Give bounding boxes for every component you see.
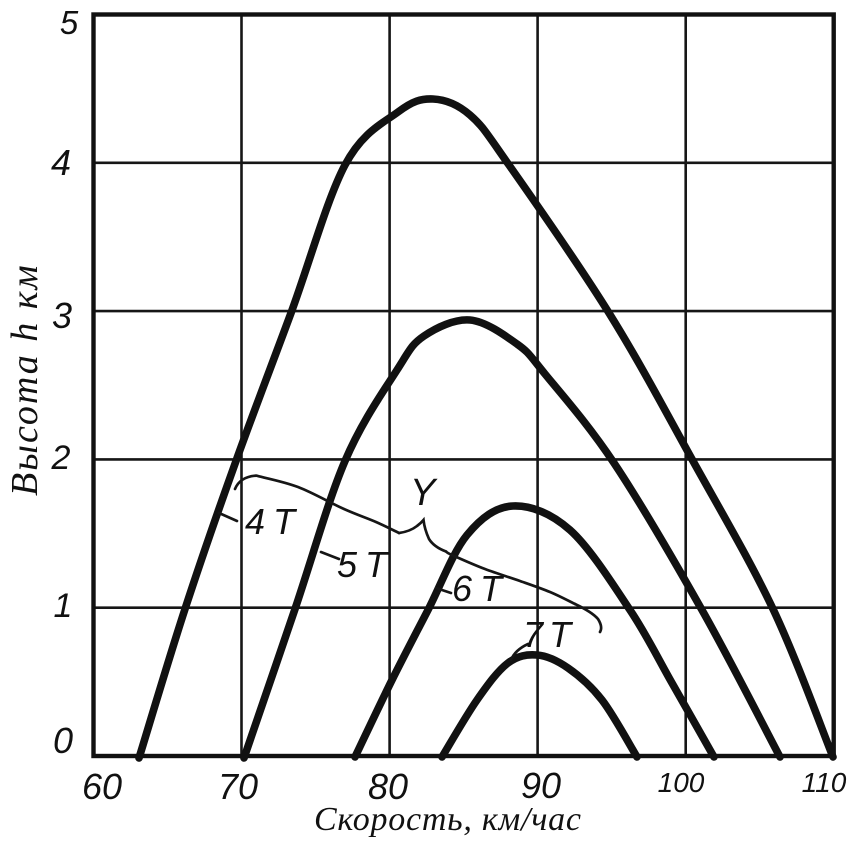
svg-text:70: 70 — [218, 766, 258, 807]
svg-text:110: 110 — [802, 767, 847, 798]
svg-text:5: 5 — [60, 4, 79, 41]
svg-text:6T: 6T — [452, 568, 510, 609]
svg-text:3: 3 — [52, 295, 72, 336]
svg-text:0: 0 — [53, 720, 73, 761]
svg-text:4: 4 — [51, 142, 71, 183]
svg-text:90: 90 — [521, 765, 561, 806]
svg-text:1: 1 — [54, 587, 73, 625]
svg-text:100: 100 — [658, 767, 705, 798]
svg-text:4T: 4T — [245, 501, 303, 542]
svg-text:5T: 5T — [337, 544, 395, 585]
svg-text:2: 2 — [51, 439, 71, 477]
svg-text:Y: Y — [410, 472, 438, 514]
svg-text:Высота h км: Высота h км — [4, 263, 46, 496]
svg-text:Скорость, км/час: Скорость, км/час — [314, 801, 582, 838]
svg-text:60: 60 — [82, 766, 122, 807]
svg-text:80: 80 — [368, 766, 408, 807]
svg-text:7T: 7T — [523, 614, 577, 655]
